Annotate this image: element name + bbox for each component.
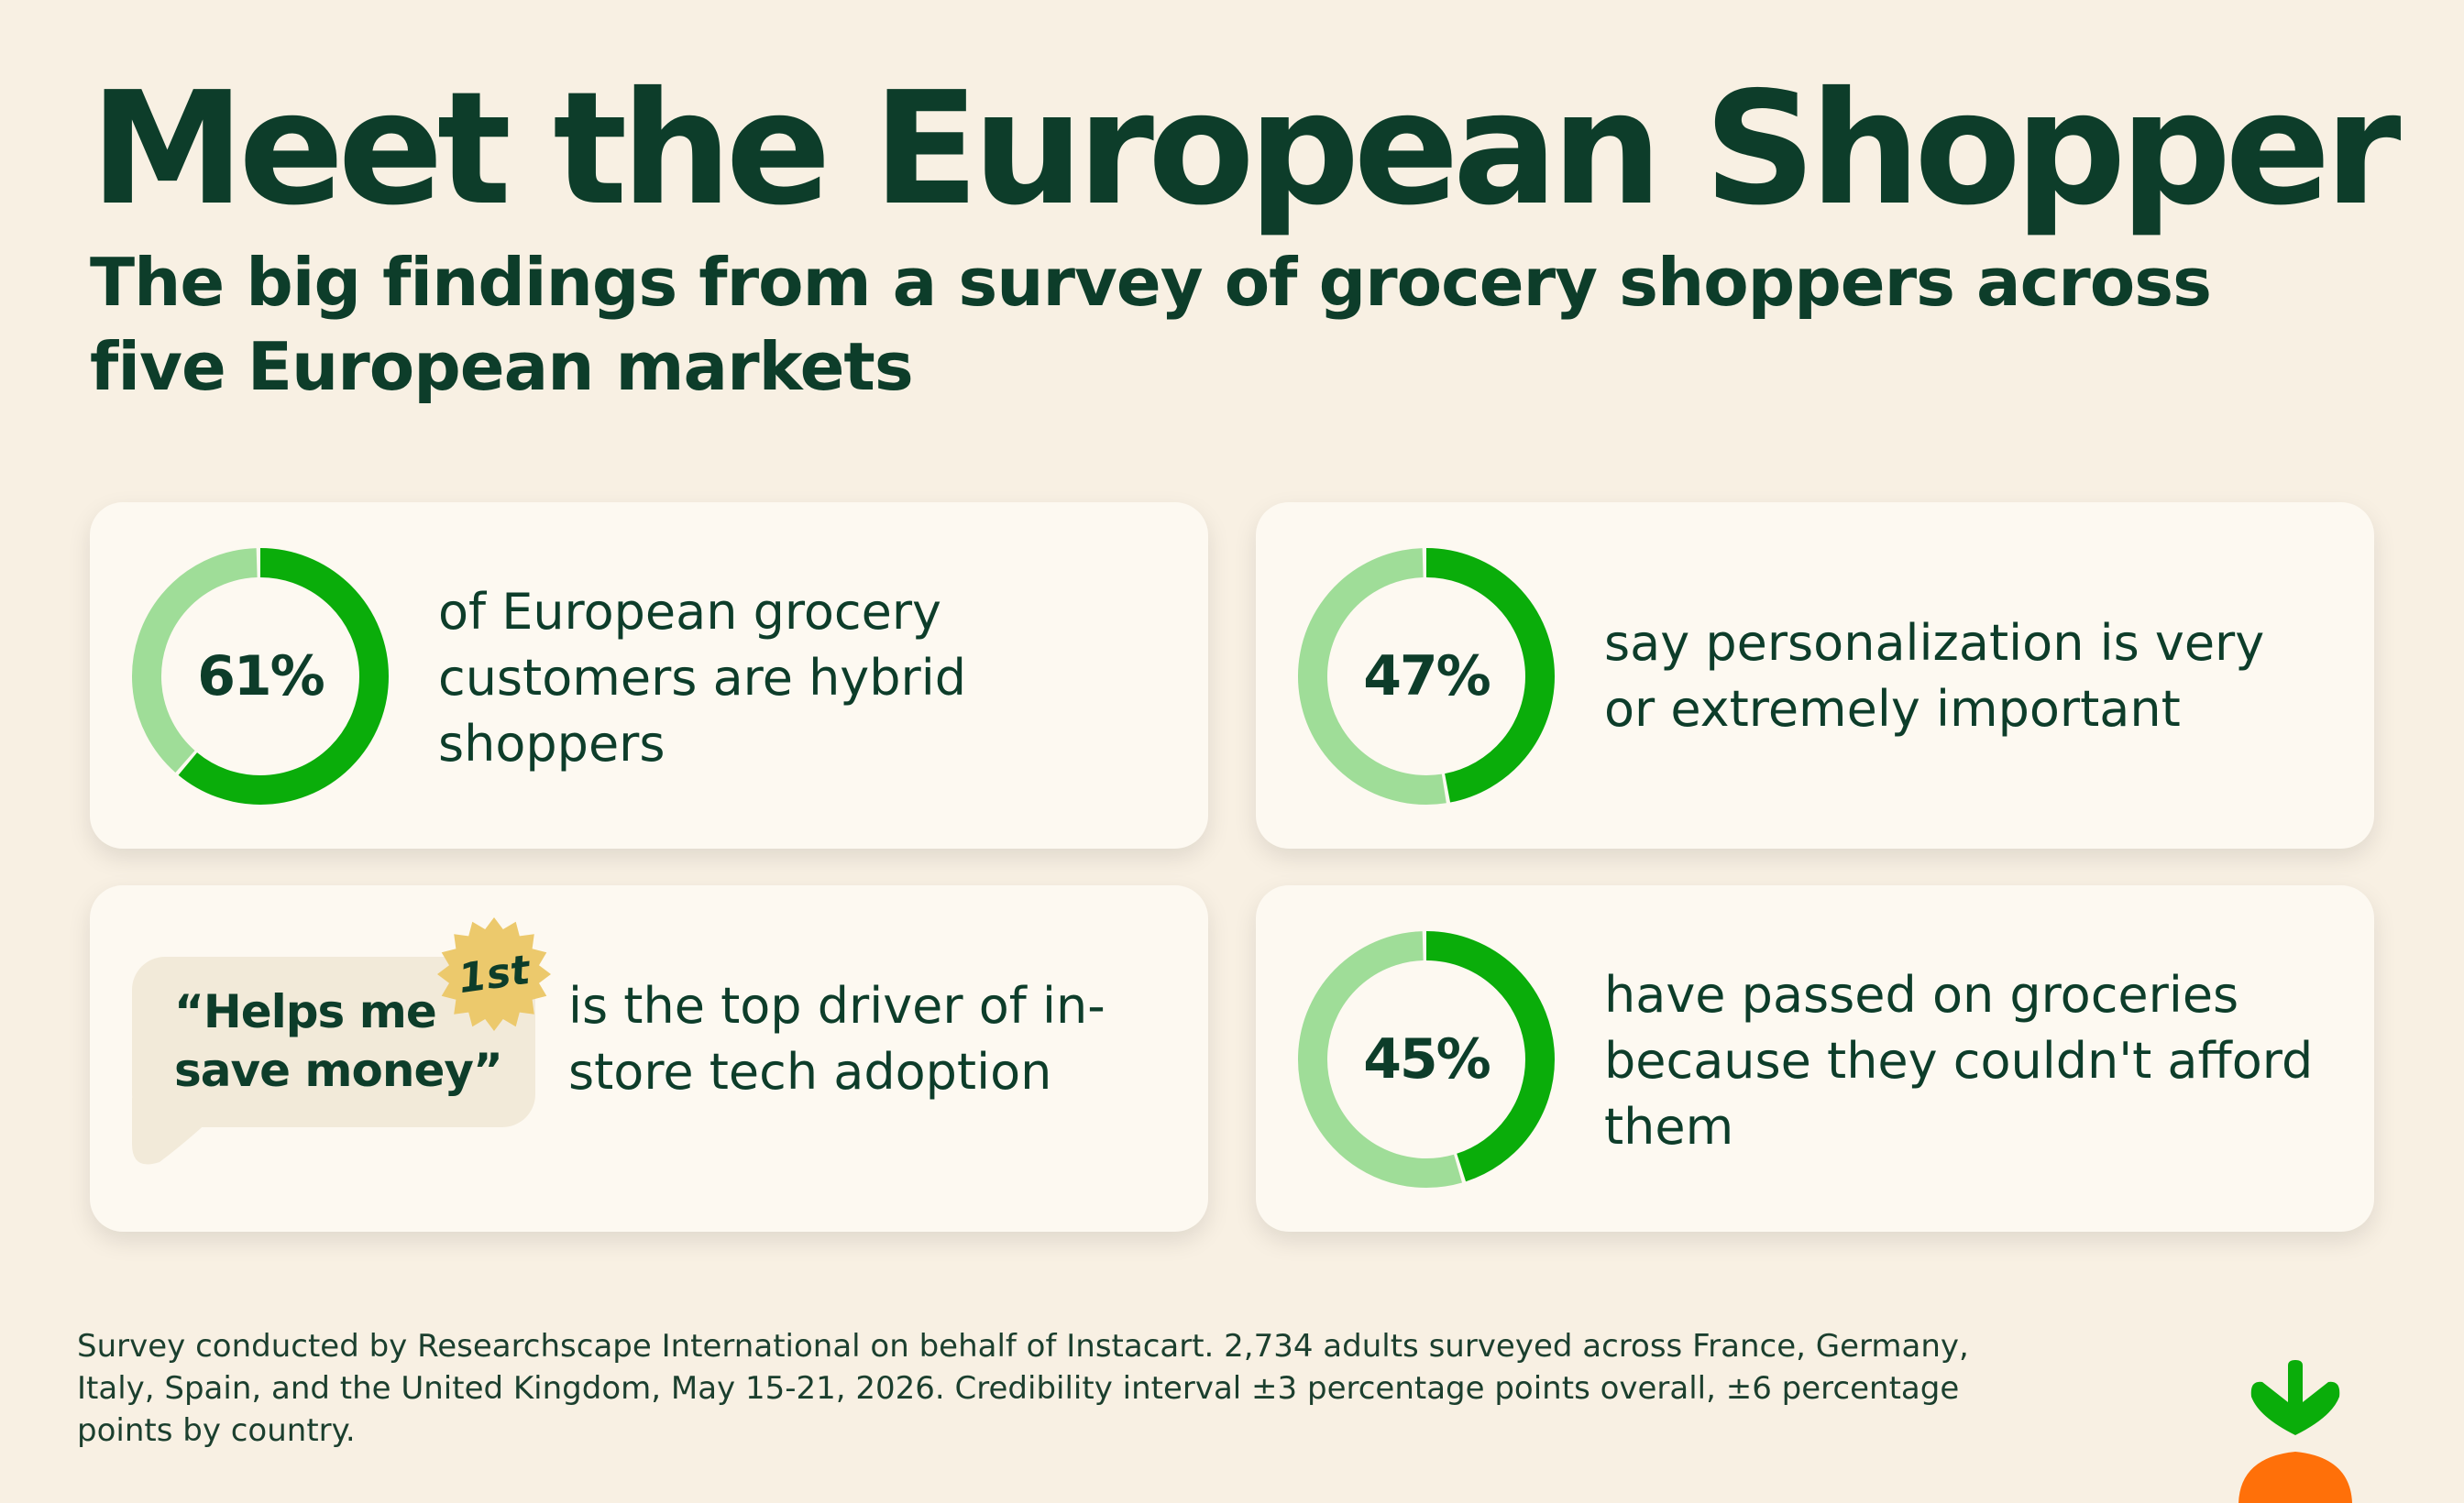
- donut-ring: [132, 548, 389, 805]
- page-subtitle: The big findings from a survey of grocer…: [90, 244, 2212, 405]
- first-badge: 1st: [434, 915, 554, 1034]
- survey-footnote: Survey conducted by Researchscape Intern…: [77, 1328, 1969, 1449]
- stat-percent: 61%: [197, 644, 325, 708]
- donut-fill: [1298, 931, 1555, 1188]
- stat-card-personalization: 47% say personalization is very or extre…: [1256, 502, 2374, 849]
- starburst-icon: [437, 917, 551, 1031]
- donut-track: [1298, 548, 1555, 805]
- donut-fill: [1298, 548, 1555, 805]
- badge-label: 1st: [455, 946, 534, 1003]
- speech-bubble-tail: [132, 1098, 233, 1165]
- stat-description: have passed on groceries because they co…: [1604, 966, 2314, 1156]
- donut-chart: 47%: [1296, 546, 1556, 806]
- stat-description: say personalization is very or extremely…: [1604, 614, 2265, 738]
- quote-text: “Helps me save money”: [174, 985, 503, 1097]
- stat-card-afford: 45% have passed on groceries because the…: [1256, 885, 2374, 1232]
- stat-percent: 45%: [1363, 1027, 1491, 1092]
- page-title: Meet the European Shopper: [90, 59, 2401, 240]
- quote-card: “Helps me save money” 1st is the top dri…: [90, 885, 1208, 1232]
- donut-track: [132, 548, 389, 805]
- stat-percent: 47%: [1363, 644, 1491, 708]
- donut-ring: [1298, 931, 1555, 1188]
- carrot-logo-icon: [2231, 1360, 2360, 1503]
- donut-track: [1298, 931, 1555, 1188]
- stat-description: of European grocery customers are hybrid…: [438, 583, 967, 773]
- stat-card-hybrid: 61% of European grocery customers are hy…: [90, 502, 1208, 849]
- donut-fill: [132, 548, 389, 805]
- donut-chart: 61%: [130, 546, 390, 806]
- donut-ring: [1298, 548, 1555, 805]
- quote-description: is the top driver of in-store tech adopt…: [568, 977, 1106, 1101]
- donut-chart: 45%: [1296, 929, 1556, 1190]
